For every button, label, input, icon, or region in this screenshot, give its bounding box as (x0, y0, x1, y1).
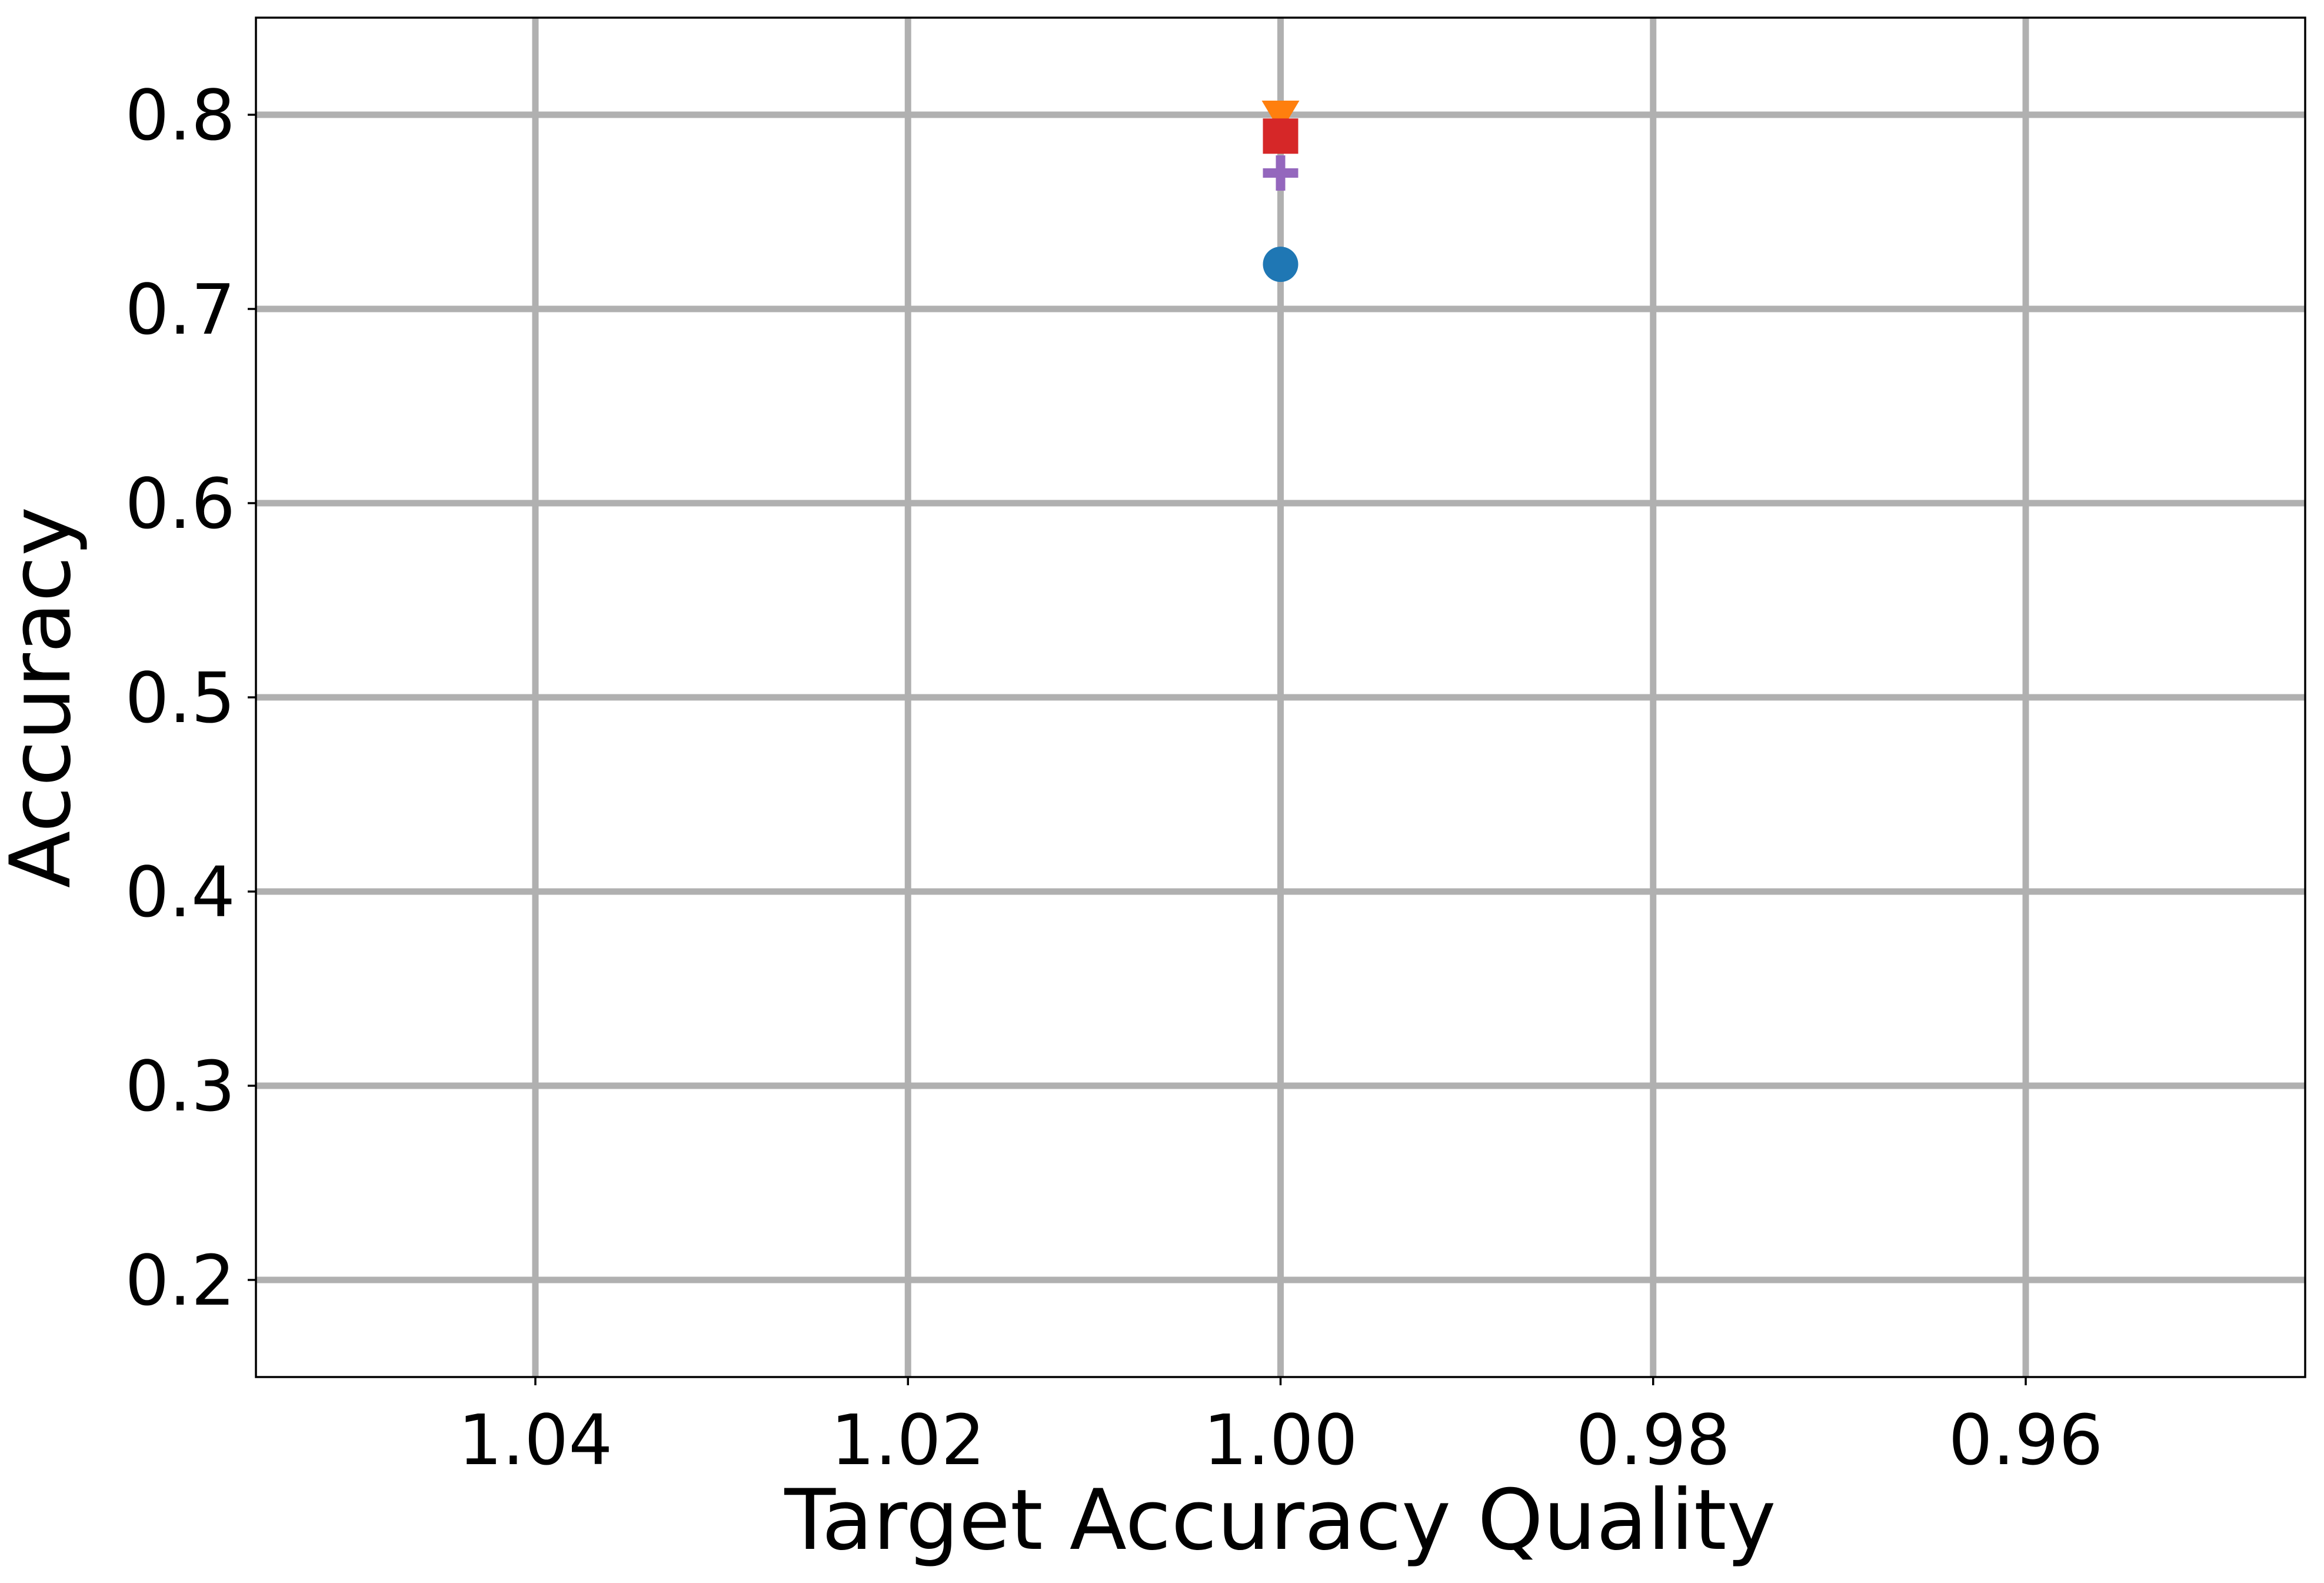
y-tick-label: 0.4 (125, 852, 235, 933)
tick-labels: 1.04 1.02 1.00 0.98 0.96 0.2 0.3 0.4 0.5 0.6 0.7 0.… (125, 75, 2103, 1481)
y-tick-label: 0.3 (125, 1046, 235, 1127)
x-tick-label: 0.96 (1949, 1399, 2103, 1481)
y-tick-label: 0.8 (125, 75, 235, 156)
x-tick-label: 0.98 (1576, 1399, 1730, 1481)
y-tick-label: 0.7 (125, 269, 235, 350)
y-axis-label: Accuracy (0, 507, 89, 888)
ticks (248, 114, 2027, 1385)
x-tick-label: 1.00 (1203, 1399, 1358, 1481)
plus-bar-vertical (1276, 155, 1286, 191)
x-tick-label: 1.02 (831, 1399, 985, 1481)
x-axis-label: Target Accuracy Quality (784, 1472, 1776, 1569)
data-points (1261, 101, 1300, 282)
data-point-circle (1263, 247, 1298, 282)
grid (256, 18, 2305, 1377)
x-tick-label: 1.04 (458, 1399, 613, 1481)
y-tick-label: 0.6 (125, 463, 235, 544)
y-tick-label: 0.2 (125, 1240, 235, 1321)
y-tick-label: 0.5 (125, 657, 235, 739)
data-point-square (1263, 118, 1298, 154)
data-point-plus (1263, 155, 1298, 191)
plot-frame (255, 16, 2306, 1378)
data-point-triangle (1261, 101, 1300, 132)
